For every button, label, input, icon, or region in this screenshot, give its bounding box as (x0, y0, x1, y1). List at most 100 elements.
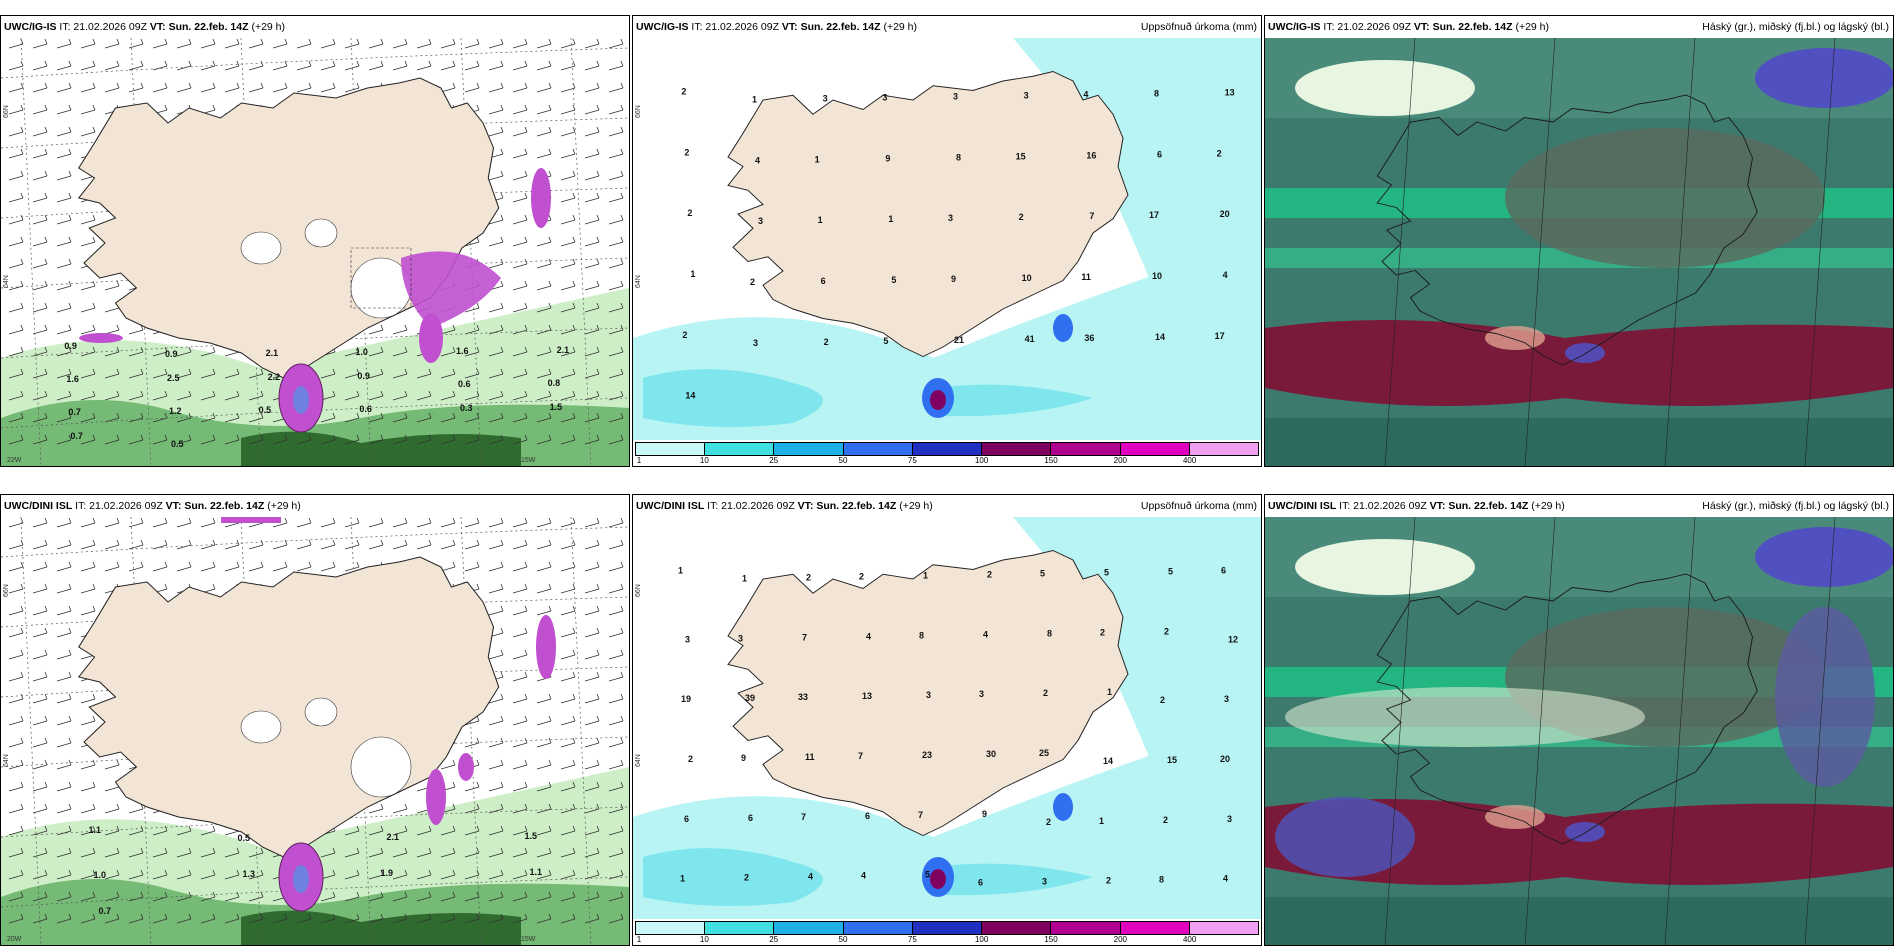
wind-barb (608, 698, 624, 704)
wind-barb (272, 522, 288, 528)
wind-barb-flag (332, 539, 336, 546)
wind-barb-flag (500, 539, 504, 546)
wind-barb (8, 566, 24, 572)
wind-barb (56, 918, 72, 924)
wind-barb-flag (212, 368, 216, 375)
wind-barb (8, 764, 24, 770)
wind-barb-flag (500, 737, 504, 744)
wind-barb-flag (284, 561, 288, 568)
wind-barb (608, 632, 624, 638)
wind-barb-flag (500, 869, 504, 876)
wind-barb-flag (572, 214, 576, 221)
wind-barb-flag (404, 517, 408, 524)
wind-barb-flag (44, 913, 48, 920)
wind-barb-flag (380, 324, 384, 331)
init-time: IT: 21.02.2026 09Z (707, 500, 795, 512)
wind-barb-flag (308, 517, 312, 524)
glacier-area (240, 231, 282, 265)
colorbar-swatch (1051, 443, 1121, 455)
wind-barb (8, 65, 24, 71)
wind-barb-flag (44, 561, 48, 568)
wind-barb-flag (404, 825, 408, 832)
wind-barb-flag (44, 38, 48, 45)
wind-barb (56, 544, 72, 550)
wind-barb-flag (140, 60, 144, 67)
wind-barb-flag (260, 847, 264, 854)
wind-barb (512, 808, 528, 814)
hatched-area (350, 247, 412, 309)
wind-barb (80, 219, 96, 225)
wind-barb-flag (500, 891, 504, 898)
wind-barb-flag (332, 561, 336, 568)
wind-barb (488, 544, 504, 550)
graticule-label: 20W (7, 936, 22, 943)
wind-barb (32, 544, 48, 550)
wind-barb (416, 522, 432, 528)
wind-barb-flag (452, 60, 456, 67)
wind-barb-flag (476, 324, 480, 331)
wind-barb (128, 439, 144, 445)
wind-barb-flag (92, 324, 96, 331)
core-precip (293, 386, 309, 414)
wind-barb (608, 131, 624, 137)
wind-barb-flag (500, 38, 504, 45)
wind-barb (8, 632, 24, 638)
wind-barb-flag (572, 649, 576, 656)
wind-barb-flag (620, 324, 624, 331)
wind-barb-flag (44, 627, 48, 634)
wind-barb-flag (428, 368, 432, 375)
wind-barb-flag (596, 759, 600, 766)
wind-barb-flag (500, 258, 504, 265)
value-label: 2.1 (387, 832, 400, 842)
wind-barb-flag (92, 583, 96, 590)
value-label: 7 (858, 751, 863, 761)
wind-barb (8, 395, 24, 401)
wind-barb-flag (500, 649, 504, 656)
wind-barb (56, 852, 72, 858)
wind-barb (56, 522, 72, 528)
wind-barb (464, 830, 480, 836)
wind-barb (104, 830, 120, 836)
wind-barb-flag (380, 847, 384, 854)
wind-barb (32, 720, 48, 726)
wind-barb (512, 43, 528, 49)
wind-barb-flag (404, 434, 408, 441)
wind-barb (512, 852, 528, 858)
wind-barb (488, 896, 504, 902)
precip-area-10 (643, 848, 823, 906)
wind-barb (8, 307, 24, 313)
wind-barb-flag (44, 214, 48, 221)
wind-barb-flag (500, 583, 504, 590)
wind-barb (536, 566, 552, 572)
wind-barb-flag (260, 82, 264, 89)
wind-barb (32, 263, 48, 269)
wind-barb-flag (476, 60, 480, 67)
low-cloud-area (1565, 343, 1605, 363)
wind-barb-flag (380, 913, 384, 920)
wind-barb-flag (20, 302, 24, 309)
low-cloud-area (1755, 48, 1893, 108)
wind-barb (512, 676, 528, 682)
wind-barb (248, 896, 264, 902)
graticule-line (1664, 517, 1696, 945)
wind-barb (8, 329, 24, 335)
wind-barb-flag (524, 517, 528, 524)
colorbar-swatches (635, 442, 1259, 456)
wind-barb (440, 329, 456, 335)
wind-barb (32, 742, 48, 748)
wind-barb-flag (548, 825, 552, 832)
wind-barb-flag (404, 891, 408, 898)
wind-barb-flag (92, 390, 96, 397)
wind-barb (560, 896, 576, 902)
value-label: 7 (802, 632, 807, 642)
wind-barb-flag (116, 891, 120, 898)
wind-barb-flag (308, 38, 312, 45)
wind-barb-flag (332, 368, 336, 375)
wind-barb-flag (572, 605, 576, 612)
init-time: IT: 21.02.2026 09Z (1339, 500, 1427, 512)
wind-barb-flag (92, 280, 96, 287)
wind-barb-flag (620, 192, 624, 199)
wind-barb (80, 439, 96, 445)
value-label: 17 (1215, 331, 1225, 341)
value-label: 2 (1164, 626, 1169, 636)
